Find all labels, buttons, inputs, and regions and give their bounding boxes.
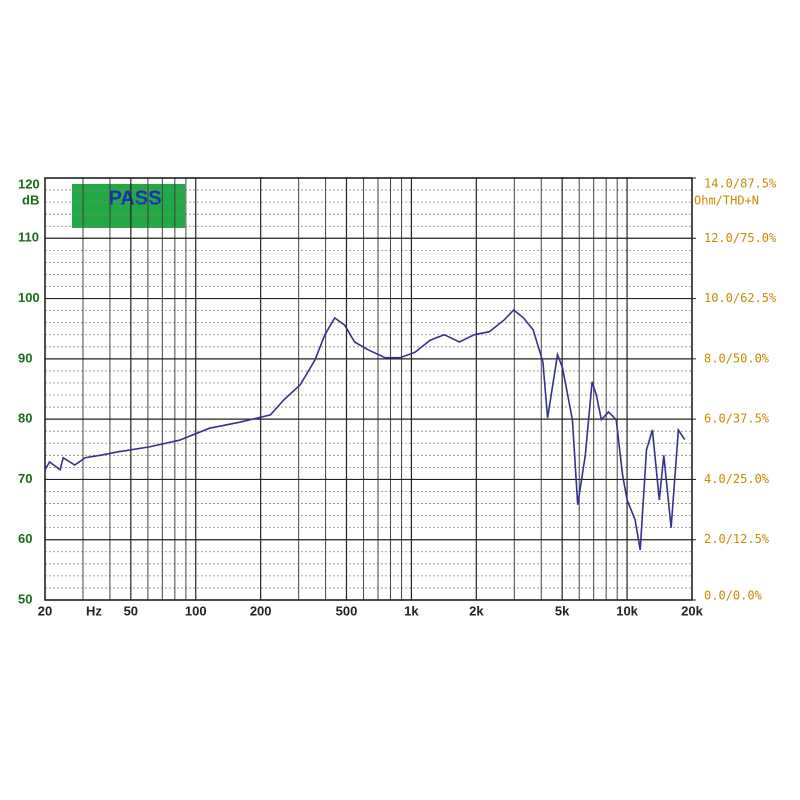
y-tick-label: 120 xyxy=(18,176,40,191)
x-tick-label: 50 xyxy=(124,603,138,618)
y-tick-label: 100 xyxy=(18,290,40,305)
x-unit: Hz xyxy=(86,603,102,618)
y2-tick-label: 12.0/75.0% xyxy=(704,231,777,245)
y-tick-label: 70 xyxy=(18,471,32,486)
y2-tick-label: 14.0/87.5% xyxy=(704,177,777,191)
y2-tick-label: 6.0/37.5% xyxy=(704,412,770,426)
x-tick-label: 20 xyxy=(38,603,52,618)
y2-tick-label: 10.0/62.5% xyxy=(704,291,777,305)
y-unit: dB xyxy=(22,192,39,207)
x-tick-label: 20k xyxy=(681,603,703,618)
y2-tick-label: 2.0/12.5% xyxy=(704,532,770,546)
badge-text: PASS xyxy=(109,187,162,209)
x-tick-label: 100 xyxy=(185,603,207,618)
response-line xyxy=(44,308,686,551)
y-tick-label: 110 xyxy=(18,230,39,245)
x-tick-label: 2k xyxy=(469,603,484,618)
y2-tick-label: 8.0/50.0% xyxy=(704,351,770,365)
pass-badge xyxy=(72,184,185,228)
x-tick-label: 200 xyxy=(250,603,272,618)
x-tick-label: 1k xyxy=(404,603,419,618)
y2-axis-label: Ohm/THD+N xyxy=(694,194,759,208)
y-tick-label: 50 xyxy=(18,591,32,606)
y-tick-label: 90 xyxy=(18,350,32,365)
y-tick-label: 60 xyxy=(18,531,32,546)
x-tick-label: 10k xyxy=(616,603,638,618)
y-tick-label: 80 xyxy=(18,411,32,426)
x-tick-label: 500 xyxy=(336,603,358,618)
x-tick-label: 5k xyxy=(555,603,570,618)
y2-tick-label: 4.0/25.0% xyxy=(704,472,770,486)
plot-border xyxy=(44,177,693,601)
y2-tick-label: 0.0/0.0% xyxy=(704,589,763,603)
